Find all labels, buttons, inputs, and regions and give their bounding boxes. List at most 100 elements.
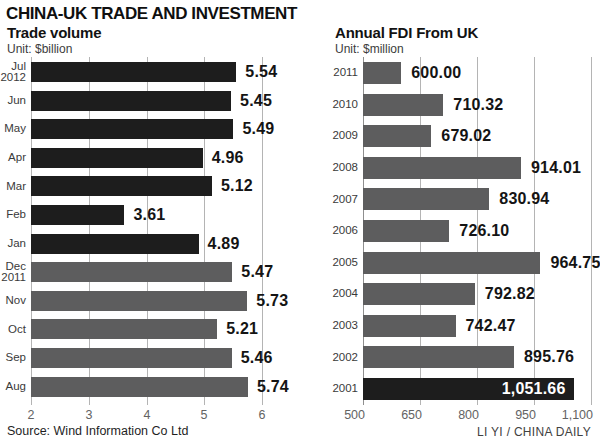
x-axis-tick: 950 (515, 408, 536, 422)
bar (363, 125, 431, 147)
bar-value: 726.10 (459, 222, 509, 240)
bar (363, 94, 443, 116)
category-label: Feb (0, 209, 26, 221)
source-text: Source: Wind Information Co Ltd (7, 424, 188, 438)
x-axis-tick: 4 (144, 408, 151, 422)
bar-row: 964.75 (363, 252, 592, 274)
category-label: Jan (0, 238, 26, 250)
x-axis-tick: 650 (401, 408, 422, 422)
bar-row: 5.12 (31, 176, 263, 196)
category-label: May (0, 123, 26, 135)
category-label: Aug (0, 381, 26, 393)
category-label: 2011 (300, 67, 358, 79)
category-label: Nov (0, 295, 26, 307)
bar (31, 234, 199, 254)
bar (363, 188, 489, 210)
category-label: Jun (0, 95, 26, 107)
bar-row: 4.96 (31, 148, 263, 168)
bar-row: 5.46 (31, 348, 263, 368)
x-axis-tick: 800 (458, 408, 479, 422)
bar (31, 319, 217, 339)
category-label: 2009 (300, 130, 358, 142)
bar-value: 5.73 (256, 292, 288, 310)
bar (31, 176, 212, 196)
category-label: Mar (0, 181, 26, 193)
bar (363, 315, 456, 337)
bar-row: 742.47 (363, 315, 592, 337)
infographic: CHINA-UK TRADE AND INVESTMENT Trade volu… (0, 0, 600, 444)
bar-value: 5.74 (257, 378, 289, 396)
bar-row: 5.73 (31, 291, 263, 311)
bar-value: 600.00 (411, 64, 461, 82)
bar (31, 62, 236, 82)
bar-row: 710.32 (363, 94, 592, 116)
category-label: Dec2011 (0, 261, 26, 284)
trade-volume-chart-plot-area: 5.54 5.45 5.49 4.96 5.12 3.61 4.89 5.47 5.73 5.21… (31, 57, 263, 405)
bar (31, 205, 124, 225)
bar-value: 4.96 (212, 149, 244, 167)
bar-row: 914.01 (363, 157, 592, 179)
bar-value: 5.54 (245, 63, 277, 81)
bar (31, 262, 232, 282)
bar (31, 291, 247, 311)
bar-value: 5.49 (242, 120, 274, 138)
bar-row: 600.00 (363, 62, 592, 84)
bar-value: 895.76 (524, 348, 574, 366)
bar-value: 830.94 (499, 190, 549, 208)
trade-volume-chart-unit: Unit: $billion (7, 42, 72, 56)
bar (31, 119, 233, 139)
bar-value: 4.89 (208, 235, 240, 253)
category-label: 2002 (300, 352, 358, 364)
category-label: 2010 (300, 99, 358, 111)
bar-row: 5.49 (31, 119, 263, 139)
x-axis-tick: 500 (344, 408, 365, 422)
bar-row: 5.21 (31, 319, 263, 339)
bar-row: 679.02 (363, 125, 592, 147)
bar-value: 5.46 (241, 349, 273, 367)
bar-value: 5.12 (221, 177, 253, 195)
bar-row: 5.74 (31, 377, 263, 397)
bar (363, 62, 401, 84)
bar (363, 220, 449, 242)
bar-value: 5.45 (240, 92, 272, 110)
trade-volume-chart: Trade volumeUnit: $billion 5.54 5.45 5.49 4.… (0, 0, 300, 444)
category-label: 2008 (300, 162, 358, 174)
bar-row: 726.10 (363, 220, 592, 242)
x-axis-tick: 2 (28, 408, 35, 422)
bar (363, 157, 521, 179)
annual-fdi-chart-title: Annual FDI From UK (335, 24, 478, 41)
category-label: 2003 (300, 320, 358, 332)
category-label: Oct (0, 324, 26, 336)
x-axis-tick: 5 (201, 408, 208, 422)
bar-row: 5.54 (31, 62, 263, 82)
bar (31, 91, 231, 111)
category-label: 2007 (300, 194, 358, 206)
bar-value: 5.47 (241, 263, 273, 281)
bar (31, 348, 232, 368)
bar-row: 830.94 (363, 188, 592, 210)
bar (363, 252, 540, 274)
category-label: 2004 (300, 288, 358, 300)
bar-row: 5.47 (31, 262, 263, 282)
credit-text: LI YI / CHINA DAILY (477, 425, 591, 439)
bar-value: 914.01 (531, 159, 581, 177)
annual-fdi-chart-plot-area: 600.00 710.32 679.02 914.01 830.94 726.10 964.… (363, 57, 592, 405)
category-label: 2001 (300, 383, 358, 395)
category-label: Apr (0, 152, 26, 164)
bar-row: 5.45 (31, 91, 263, 111)
bar-value: 5.21 (226, 320, 258, 338)
trade-volume-chart-title: Trade volume (7, 24, 101, 41)
bar-value: 792.82 (485, 285, 535, 303)
x-axis-tick: 1,100 (562, 408, 593, 422)
annual-fdi-chart: Annual FDI From UKUnit: $million600.0071… (300, 0, 600, 444)
bar-value: 742.47 (466, 317, 516, 335)
category-label: 2006 (300, 225, 358, 237)
bar-row: 1,051.66 (363, 378, 592, 400)
bar-value: 3.61 (133, 206, 165, 224)
bar-row: 792.82 (363, 283, 592, 305)
bar-row: 3.61 (31, 205, 263, 225)
bar (31, 148, 203, 168)
x-axis-tick: 6 (259, 408, 266, 422)
bar (31, 377, 248, 397)
bar-value: 964.75 (550, 254, 600, 272)
